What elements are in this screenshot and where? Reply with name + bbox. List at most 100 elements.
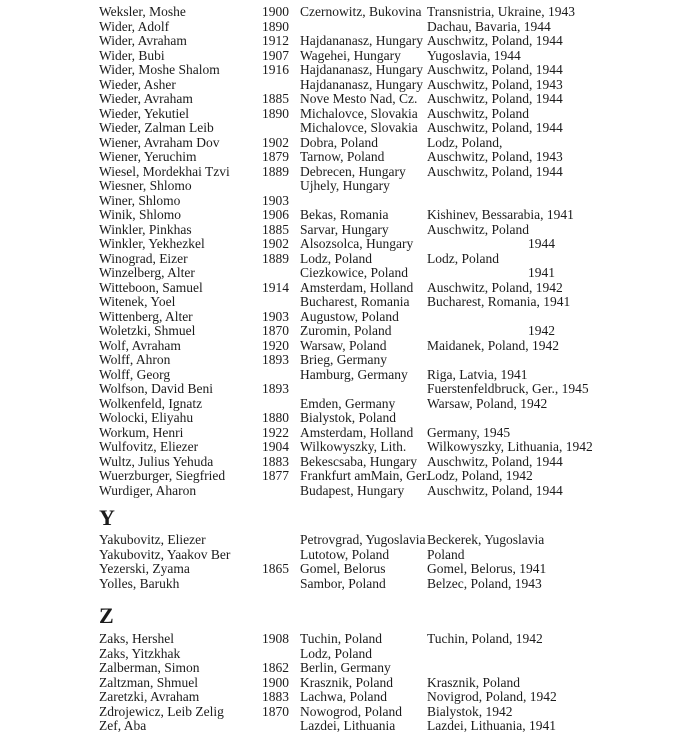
death-place-cell — [427, 179, 683, 194]
death-place-cell: Auschwitz, Poland, 1944 — [427, 120, 563, 135]
name-cell: Winzelberg, Alter — [99, 265, 195, 280]
name-cell: Wieder, Avraham — [99, 91, 193, 106]
origin-place-cell: Bekescsaba, Hungary — [300, 453, 417, 469]
origin-place-cell: Bucharest, Romania — [300, 294, 410, 309]
origin-place-cell: Hajdananasz, Hungary — [300, 33, 423, 48]
name-cell: Wolff, Ahron — [99, 352, 171, 367]
list-row: Zaltzman, Shmuel 1900 Krasznik, Poland Kras… — [99, 674, 683, 691]
birth-year-cell: 1883 — [262, 453, 289, 469]
list-row: Wulfovitz, Eliezer 1904 Wilkowyszky, Lith.… — [99, 439, 683, 455]
origin-place-cell: Lazdei, Lithuania — [300, 718, 396, 733]
name-cell: Wider, Moshe Shalom — [99, 62, 220, 77]
list-row: Witenek, Yoel Bucharest, Romania Bucharest… — [99, 294, 683, 310]
origin-place-cell: Dobra, Poland — [300, 134, 378, 150]
list-row: Witteboon, Samuel 1914 Amsterdam, Holland A… — [99, 279, 683, 296]
list-row: Wieder, Avraham 1885 Nove Mesto Nad, Cz. Au… — [99, 91, 683, 107]
death-place-cell: Lodz, Poland, — [427, 134, 503, 150]
death-place-cell: Novigrod, Poland, 1942 — [427, 689, 557, 704]
death-place-cell: Warsaw, Poland, 1942 — [427, 395, 548, 411]
origin-place-cell — [300, 20, 427, 35]
name-cell: Wider, Bubi — [99, 47, 165, 63]
name-cell: Zdrojewicz, Leib Zelig — [99, 703, 224, 719]
list-row: Zalberman, Simon 1862 Berlin, Germany — [99, 660, 683, 676]
death-place-cell: Tuchin, Poland, 1942 — [427, 631, 543, 646]
birth-year-cell: 1908 — [262, 631, 289, 646]
birth-year-cell: 1900 — [262, 4, 289, 19]
name-cell: Wolff, Georg — [99, 366, 171, 382]
birth-year-cell: 1916 — [262, 62, 289, 77]
death-place-cell — [427, 647, 683, 662]
list-row: Wiesner, Shlomo Ujhely, Hungary — [99, 178, 683, 194]
death-place-cell: Auschwitz, Poland — [427, 221, 529, 237]
death-place-cell — [427, 353, 683, 368]
list-row: Woletzki, Shmuel 1870 Zuromin, Poland 1942 — [99, 323, 683, 339]
list-row: Zaretzki, Avraham 1883 Lachwa, Poland Novig… — [99, 689, 683, 705]
origin-place-cell: Hajdananasz, Hungary — [300, 76, 423, 92]
death-place-cell: Auschwitz, Poland, 1942 — [427, 279, 563, 295]
birth-year-cell — [262, 266, 300, 281]
death-place-cell: Transnistria, Ukraine, 1943 — [427, 4, 575, 19]
birth-year-cell: 1885 — [262, 91, 289, 106]
name-cell: Zaretzki, Avraham — [99, 689, 200, 704]
birth-year-cell: 1903 — [262, 192, 289, 208]
origin-place-cell: Lachwa, Poland — [300, 689, 387, 704]
list-row: Wiener, Avraham Dov 1902 Dobra, Poland Lodz… — [99, 134, 683, 151]
name-cell: Wolf, Avraham — [99, 337, 181, 353]
death-place-cell: Germany, 1945 — [427, 424, 511, 440]
list-row: Wolff, Ahron 1893 Brieg, Germany — [99, 352, 683, 368]
birth-year-cell: 1907 — [262, 47, 289, 63]
death-place-cell: Maidanek, Poland, 1942 — [427, 337, 559, 353]
name-cell: Winkler, Yekhezkel — [99, 236, 205, 251]
origin-place-cell: Bekas, Romania — [300, 207, 389, 222]
death-place-cell: Bucharest, Romania, 1941 — [427, 294, 571, 309]
origin-place-cell: Michalovce, Slovakia — [300, 105, 418, 121]
origin-place-cell: Sarvar, Hungary — [300, 221, 389, 237]
list-row: Wurdiger, Aharon Budapest, Hungary Auschwi… — [99, 482, 683, 499]
death-place-cell: Lodz, Poland — [427, 250, 499, 266]
death-place-cell — [427, 661, 683, 676]
death-place-cell: Poland — [427, 546, 465, 562]
origin-place-cell: Augustow, Poland — [300, 308, 399, 324]
birth-year-cell: 1865 — [262, 561, 289, 576]
origin-place-cell: Emden, Germany — [300, 395, 396, 411]
name-cell: Wuerzburger, Siegfried — [99, 468, 226, 483]
origin-place-cell — [300, 382, 427, 397]
birth-year-cell — [262, 647, 300, 662]
origin-place-cell: Lutotow, Poland — [300, 546, 390, 562]
birth-year-cell — [262, 548, 300, 563]
death-place-cell: 1941 — [528, 265, 555, 280]
name-cell: Zalberman, Simon — [99, 660, 200, 675]
birth-year-cell: 1893 — [262, 381, 289, 396]
list-row: Workum, Henri 1922 Amsterdam, Holland Germa… — [99, 424, 683, 441]
list-row: Winkler, Pinkhas 1885 Sarvar, Hungary Ausch… — [99, 221, 683, 238]
name-cell: Wiesner, Shlomo — [99, 178, 192, 193]
list-row: Wider, Bubi 1907 Wagehei, Hungary Yugoslavi… — [99, 47, 683, 64]
name-cell: Workum, Henri — [99, 424, 184, 440]
death-place-cell: Gomel, Belorus, 1941 — [427, 561, 547, 576]
death-place-cell: Beckerek, Yugoslavia — [427, 532, 545, 547]
death-place-cell: Yugoslavia, 1944 — [427, 47, 521, 63]
origin-place-cell: Krasznik, Poland — [300, 674, 393, 690]
list-row: Zef, Aba Lazdei, Lithuania Lazdei, Lithuan… — [99, 718, 683, 734]
death-place-cell: Kishinev, Bessarabia, 1941 — [427, 207, 574, 222]
birth-year-cell — [262, 577, 300, 592]
list-row: Zaks, Hershel 1908 Tuchin, Poland Tuchin, P… — [99, 631, 683, 647]
name-cell: Wiener, Avraham Dov — [99, 134, 220, 150]
name-cell: Wultz, Julius Yehuda — [99, 453, 214, 469]
origin-place-cell: Brieg, Germany — [300, 352, 387, 367]
list-row: Wultz, Julius Yehuda 1883 Bekescsaba, Hung… — [99, 453, 683, 470]
death-place-cell: Lodz, Poland, 1942 — [427, 468, 533, 483]
list-row: Winer, Shlomo 1903 — [99, 192, 683, 209]
birth-year-cell — [262, 368, 300, 383]
death-place-cell: 1944 — [528, 236, 555, 251]
origin-place-cell: Alsozsolca, Hungary — [300, 236, 414, 251]
birth-year-cell — [262, 78, 300, 93]
name-cell: Wiener, Yeruchim — [99, 149, 197, 164]
name-cell: Zaks, Yitzkhak — [99, 645, 181, 661]
birth-year-cell: 1912 — [262, 33, 289, 48]
list-row: Wolff, Georg Hamburg, Germany Riga, Latvia… — [99, 366, 683, 383]
list-row: Zdrojewicz, Leib Zelig 1870 Nowogrod, Pola… — [99, 703, 683, 720]
name-cell: Wurdiger, Aharon — [99, 482, 197, 498]
death-place-cell: Bialystok, 1942 — [427, 703, 513, 719]
